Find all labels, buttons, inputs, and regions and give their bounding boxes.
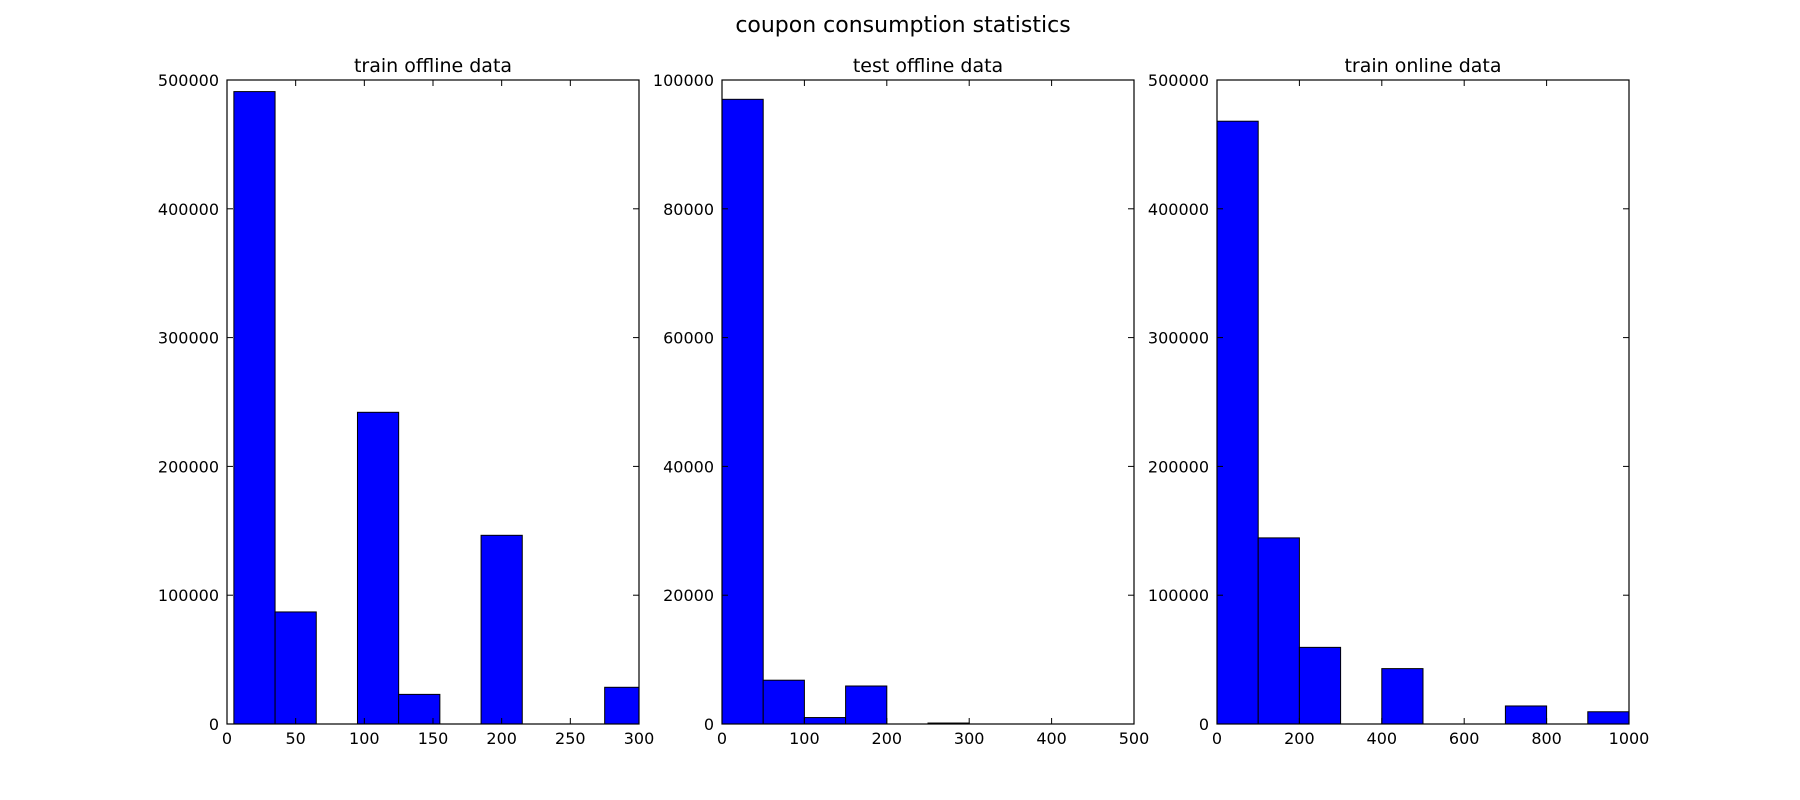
x-tick-label: 1000 (1609, 729, 1650, 748)
y-tick-label: 60000 (663, 329, 714, 348)
x-tick-label: 300 (624, 729, 655, 748)
y-tick-label: 400000 (1148, 200, 1209, 219)
histogram-bar (845, 685, 888, 724)
y-tick-label: 0 (1199, 715, 1209, 734)
histogram-bar (722, 98, 764, 724)
y-tick-label: 500000 (1148, 71, 1209, 90)
x-tick-label: 100 (789, 729, 820, 748)
histogram-bar (762, 679, 805, 724)
figure-title: coupon consumption statistics (735, 13, 1070, 38)
histogram-bar (1504, 705, 1548, 724)
subplot-1: train offline data 0 50 100 150 200 250 300 0 100… (158, 55, 654, 748)
x-tick-label: 500 (1119, 729, 1150, 748)
histogram-bar (233, 91, 276, 724)
histogram-bars (722, 98, 970, 724)
y-tick-label: 300000 (1148, 329, 1209, 348)
axes-frame (721, 79, 1135, 725)
y-tick-label: 100000 (158, 586, 219, 605)
subplot-title: test offline data (853, 55, 1003, 77)
y-tick-label: 0 (209, 715, 219, 734)
y-tick-label: 100000 (653, 71, 714, 90)
histogram-bar (1587, 711, 1629, 724)
subplot-title: train offline data (354, 55, 512, 77)
histogram-bar (1217, 120, 1259, 724)
y-tick-label: 200000 (158, 457, 219, 476)
histogram-bars (1217, 120, 1629, 724)
y-tick-label: 300000 (158, 329, 219, 348)
x-tick-label: 200 (486, 729, 517, 748)
y-tick-label: 500000 (158, 71, 219, 90)
histogram-bar (356, 411, 400, 724)
subplot-panels: train offline data 0 50 100 150 200 250 300 0 100… (158, 55, 1649, 748)
y-tick-label: 40000 (663, 457, 714, 476)
histogram-bar (1381, 668, 1424, 724)
x-tick-label: 0 (717, 729, 727, 748)
x-tick-label: 50 (285, 729, 305, 748)
x-tick-label: 0 (1212, 729, 1222, 748)
subplot-2: test offline data 0 100 200 300 400 500 0 20000 4… (653, 55, 1149, 748)
subplot-title: train online data (1344, 55, 1501, 77)
y-tick-label: 200000 (1148, 457, 1209, 476)
x-tick-label: 300 (954, 729, 985, 748)
axes-frame (1216, 79, 1630, 725)
histogram-bar (1257, 537, 1300, 724)
histogram-bar (480, 534, 523, 724)
y-tick-label: 400000 (158, 200, 219, 219)
x-tick-label: 400 (1367, 729, 1398, 748)
x-tick-label: 400 (1036, 729, 1067, 748)
x-tick-label: 0 (222, 729, 232, 748)
histogram-bars (233, 91, 639, 724)
x-tick-label: 200 (872, 729, 903, 748)
histogram-bar (803, 717, 847, 724)
x-tick-label: 600 (1449, 729, 1480, 748)
x-tick-label: 200 (1284, 729, 1315, 748)
y-tick-label: 0 (704, 715, 714, 734)
subplot-3: train online data 0 200 400 600 800 1000 0 10000… (1148, 55, 1649, 748)
histogram-bar (398, 693, 441, 724)
x-tick-label: 800 (1531, 729, 1562, 748)
histogram-bar (1298, 646, 1342, 724)
x-tick-label: 250 (555, 729, 586, 748)
y-tick-label: 100000 (1148, 586, 1209, 605)
y-tick-label: 20000 (663, 586, 714, 605)
x-tick-label: 150 (418, 729, 449, 748)
y-tick-label: 80000 (663, 200, 714, 219)
histogram-bar (274, 611, 317, 724)
x-tick-label: 100 (349, 729, 380, 748)
histogram-bar (604, 686, 639, 724)
